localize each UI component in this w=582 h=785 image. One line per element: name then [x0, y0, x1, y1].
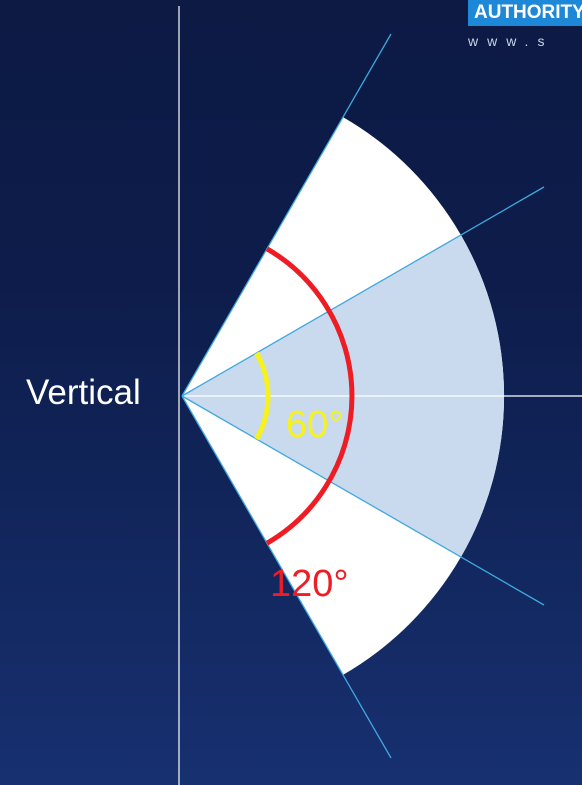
- brand-logo: AUTHORITY: [468, 0, 582, 28]
- vertical-label: Vertical: [26, 373, 141, 412]
- outer-angle-label: 120°: [270, 563, 349, 605]
- outer-bottom-ray: [181, 395, 392, 759]
- brand-url: www.s: [468, 33, 554, 49]
- brand-badge: AUTHORITY: [468, 0, 582, 26]
- inner-top-ray: [181, 186, 545, 397]
- outer-angle-arc: [265, 246, 355, 546]
- inner-bottom-ray: [181, 395, 545, 606]
- inner-angle-arc: [254, 351, 271, 441]
- inner-angle-label: 60°: [286, 404, 344, 446]
- outer-top-ray: [181, 33, 392, 397]
